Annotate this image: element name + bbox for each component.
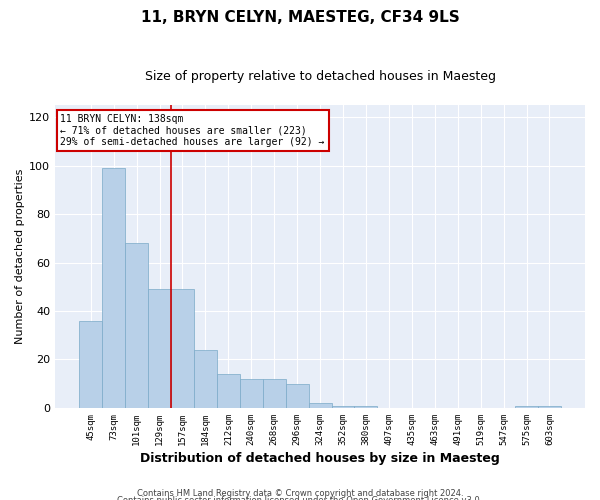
Text: Contains HM Land Registry data © Crown copyright and database right 2024.: Contains HM Land Registry data © Crown c… [137,488,463,498]
Text: 11, BRYN CELYN, MAESTEG, CF34 9LS: 11, BRYN CELYN, MAESTEG, CF34 9LS [140,10,460,25]
Bar [515,406,538,408]
Bar [286,384,308,408]
Bar [308,403,332,408]
Bar [240,379,263,408]
Bar [217,374,240,408]
Bar [355,406,377,408]
Bar [125,243,148,408]
Bar [263,379,286,408]
Y-axis label: Number of detached properties: Number of detached properties [15,169,25,344]
Bar [102,168,125,408]
Bar [194,350,217,408]
Text: 11 BRYN CELYN: 138sqm
← 71% of detached houses are smaller (223)
29% of semi-det: 11 BRYN CELYN: 138sqm ← 71% of detached … [61,114,325,148]
X-axis label: Distribution of detached houses by size in Maesteg: Distribution of detached houses by size … [140,452,500,465]
Bar [171,289,194,408]
Bar [79,320,102,408]
Bar [332,406,355,408]
Bar [148,289,171,408]
Text: Contains public sector information licensed under the Open Government Licence v3: Contains public sector information licen… [118,496,482,500]
Bar [538,406,561,408]
Title: Size of property relative to detached houses in Maesteg: Size of property relative to detached ho… [145,70,496,83]
